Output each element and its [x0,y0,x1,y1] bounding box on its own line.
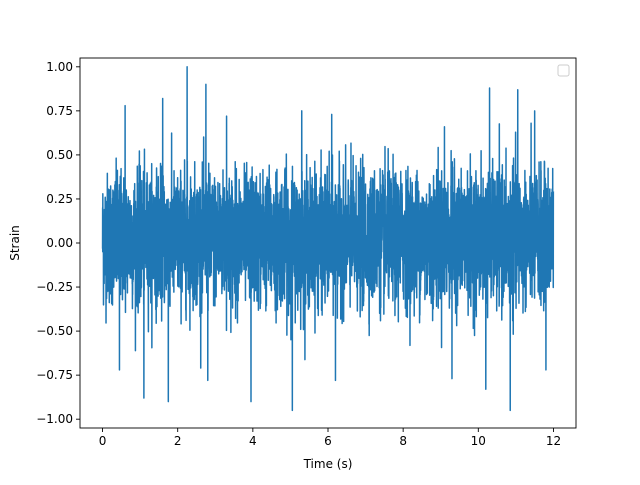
y-tick-label: 0.75 [46,104,73,118]
x-tick-label: 0 [99,434,107,448]
y-tick-label: 0.00 [46,236,73,250]
y-tick-label: 1.00 [46,60,73,74]
legend-box [557,64,570,77]
x-tick-label: 8 [399,434,407,448]
y-tick-label: −0.75 [36,368,73,382]
x-axis-label: Time (s) [303,457,353,471]
y-tick-label: −0.25 [36,280,73,294]
x-tick-label: 6 [324,434,332,448]
y-tick-label: 0.25 [46,192,73,206]
x-tick-label: 2 [174,434,182,448]
y-tick-label: −1.00 [36,412,73,426]
y-axis: −1.00 −0.75 −0.50 −0.25 0.00 0.25 0.50 0.75 1.00 [36,60,80,426]
x-tick-label: 10 [471,434,486,448]
y-axis-label: Strain [8,225,22,261]
series-layer [101,66,555,412]
x-tick-label: 12 [546,434,561,448]
x-tick-label: 4 [249,434,257,448]
y-tick-label: 0.50 [46,148,73,162]
series-line [101,66,555,412]
y-tick-label: −0.50 [36,324,73,338]
x-axis: 0 2 4 6 8 10 12 [99,428,561,448]
